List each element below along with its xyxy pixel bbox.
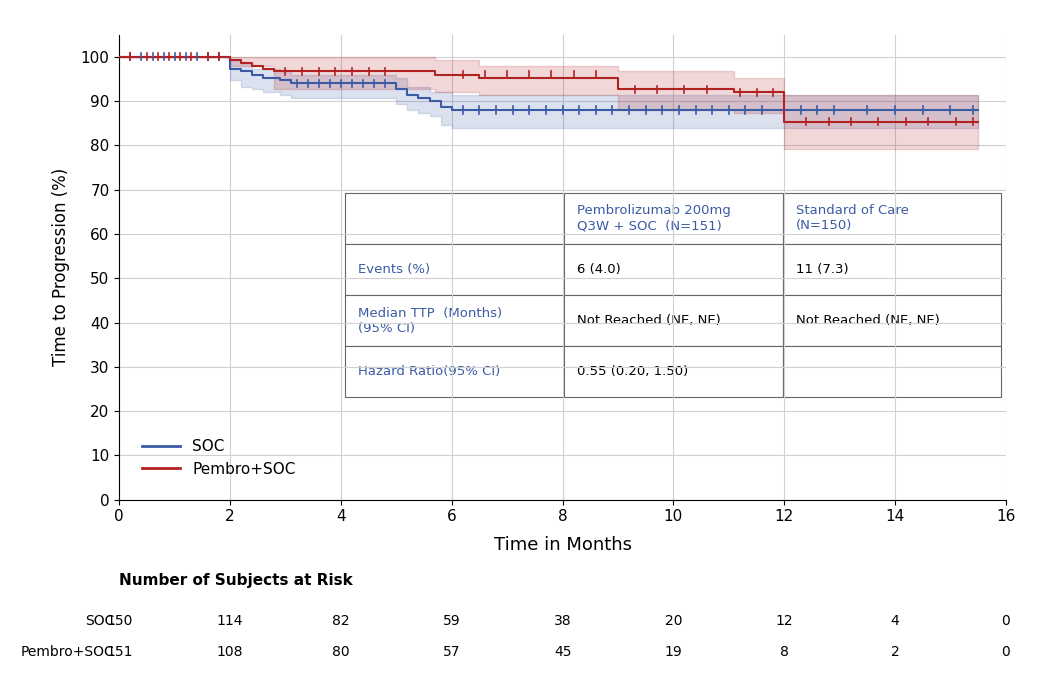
Text: 2: 2	[891, 645, 899, 659]
Text: 8: 8	[780, 645, 789, 659]
Text: 12: 12	[776, 614, 793, 628]
Text: 20: 20	[665, 614, 682, 628]
Text: 45: 45	[554, 645, 571, 659]
Text: 57: 57	[443, 645, 460, 659]
Text: 0: 0	[1002, 645, 1010, 659]
Text: 150: 150	[106, 614, 133, 628]
Text: 4: 4	[891, 614, 899, 628]
Text: 19: 19	[665, 645, 682, 659]
Text: 0: 0	[1002, 614, 1010, 628]
Text: SOC: SOC	[85, 614, 114, 628]
X-axis label: Time in Months: Time in Months	[494, 536, 632, 554]
Text: 80: 80	[332, 645, 349, 659]
Text: 38: 38	[554, 614, 571, 628]
Text: 151: 151	[106, 645, 133, 659]
Text: 82: 82	[332, 614, 349, 628]
Text: Pembro+SOC: Pembro+SOC	[21, 645, 114, 659]
Legend: SOC, Pembro+SOC: SOC, Pembro+SOC	[136, 433, 302, 483]
Text: 108: 108	[217, 645, 244, 659]
Text: 114: 114	[217, 614, 244, 628]
Text: Number of Subjects at Risk: Number of Subjects at Risk	[119, 573, 353, 588]
Text: 59: 59	[443, 614, 460, 628]
Y-axis label: Time to Progression (%): Time to Progression (%)	[52, 168, 69, 366]
